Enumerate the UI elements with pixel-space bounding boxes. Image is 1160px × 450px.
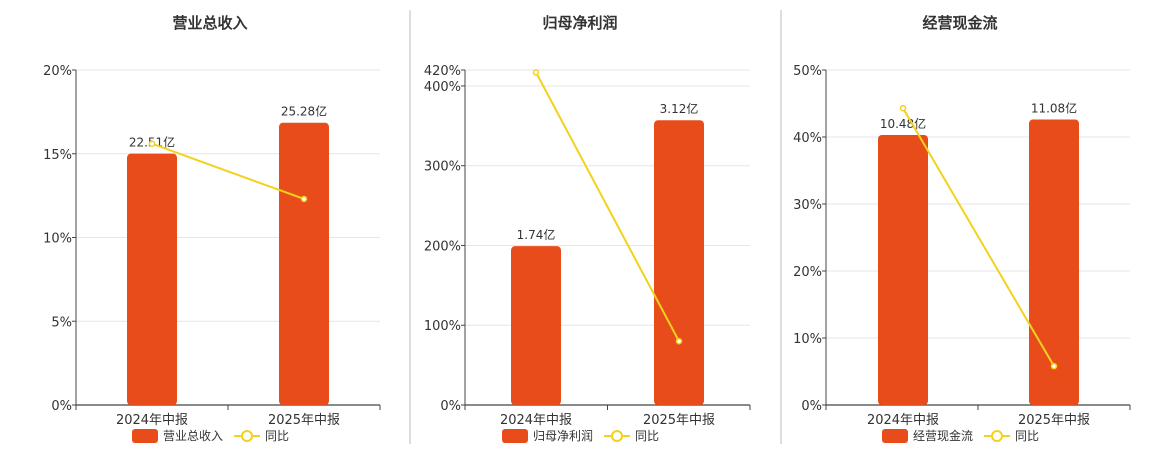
y-tick-label: 20% — [43, 64, 72, 79]
y-tick-label: 200% — [424, 239, 461, 254]
bar-data-label: 10.48亿 — [880, 116, 926, 131]
y-tick-label: 10% — [43, 232, 72, 247]
legend-line-marker — [241, 430, 253, 442]
legend-bar-swatch — [132, 429, 158, 443]
legend-line-label: 同比 — [1015, 429, 1039, 443]
yoy-point — [300, 195, 308, 203]
yoy-line — [151, 142, 305, 200]
x-tick-label: 2024年中报 — [867, 413, 939, 428]
y-tick-label: 400% — [424, 80, 461, 95]
bar-data-label: 1.74亿 — [517, 227, 556, 242]
bar — [1029, 119, 1079, 405]
bar — [279, 122, 329, 405]
legend-bar-label: 经营现金流 — [913, 428, 973, 443]
x-tick-label: 2025年中报 — [1018, 413, 1090, 428]
yoy-line — [535, 71, 680, 342]
yoy-point — [148, 140, 156, 147]
bar-data-label: 11.08亿 — [1031, 100, 1077, 115]
yoy-point — [532, 69, 540, 76]
bar — [127, 153, 177, 405]
legend-bar-swatch — [502, 429, 528, 443]
y-tick-label: 0% — [801, 399, 822, 414]
chart-title: 经营现金流 — [922, 14, 997, 32]
legend-bar-label: 归母净利润 — [533, 429, 593, 443]
y-tick-label: 50% — [793, 64, 822, 79]
legend-line-marker — [991, 430, 1003, 442]
legend-line-label: 同比 — [635, 429, 659, 443]
bar — [511, 246, 561, 405]
y-tick-label: 5% — [51, 315, 72, 330]
chart-title: 归母净利润 — [542, 14, 617, 32]
y-tick-label: 420% — [424, 64, 461, 79]
bar — [878, 134, 928, 405]
y-tick-label: 15% — [43, 148, 72, 163]
yoy-point — [899, 104, 907, 112]
y-tick-label: 40% — [793, 131, 822, 146]
yoy-point — [1050, 362, 1058, 370]
x-tick-label: 2024年中报 — [116, 413, 188, 428]
x-tick-label: 2024年中报 — [500, 413, 572, 428]
legend-bar-swatch — [882, 429, 908, 443]
y-tick-label: 30% — [793, 198, 822, 213]
y-tick-label: 10% — [793, 332, 822, 347]
legend-bar-label: 营业总收入 — [163, 429, 223, 443]
bar-data-label: 3.12亿 — [660, 101, 699, 116]
y-tick-label: 0% — [440, 399, 461, 414]
y-tick-label: 0% — [51, 399, 72, 414]
x-tick-label: 2025年中报 — [268, 413, 340, 428]
chart-title: 营业总收入 — [172, 14, 247, 32]
y-tick-label: 20% — [793, 265, 822, 280]
y-tick-label: 100% — [424, 319, 461, 334]
yoy-point — [675, 337, 683, 345]
legend-line-marker — [611, 430, 623, 442]
legend-line-label: 同比 — [265, 429, 289, 443]
y-tick-label: 300% — [424, 160, 461, 175]
yoy-line — [902, 107, 1055, 367]
bar — [654, 120, 704, 406]
x-tick-label: 2025年中报 — [643, 413, 715, 428]
bar-data-label: 25.28亿 — [281, 104, 327, 119]
